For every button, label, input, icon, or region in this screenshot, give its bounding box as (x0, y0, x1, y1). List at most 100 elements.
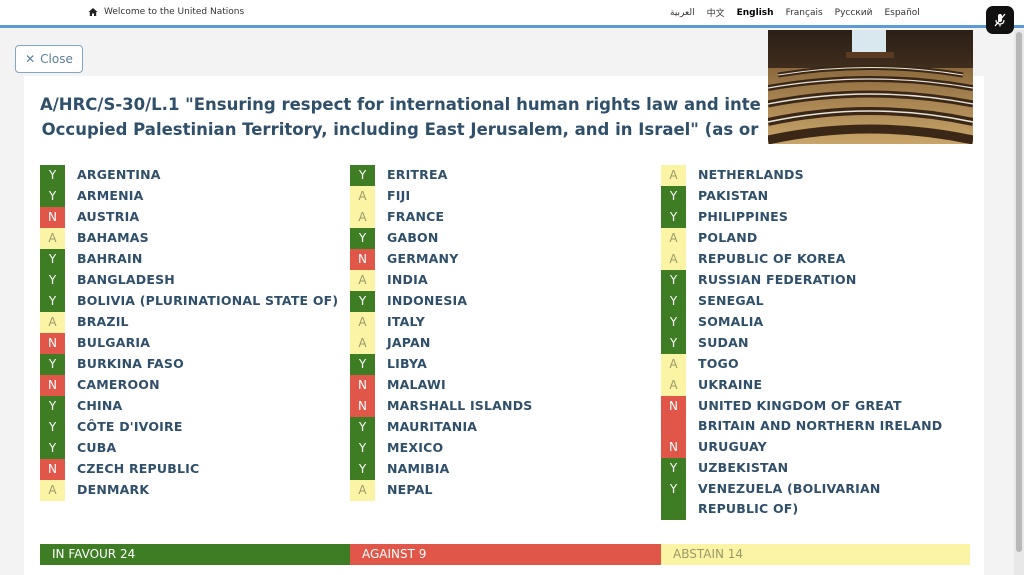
vote-row: Y BURKINA FASO (40, 354, 340, 375)
vote-row: N AUSTRIA (40, 207, 340, 228)
vote-badge: A (350, 312, 375, 333)
country-name: ERITREA (387, 167, 448, 182)
vote-row: Y MEXICO (350, 438, 650, 459)
close-label: Close (40, 52, 73, 66)
vote-badge: A (40, 480, 65, 501)
home-icon (88, 8, 98, 16)
vote-badge: Y (661, 270, 686, 291)
country-name: BANGLADESH (77, 272, 175, 287)
country-name: CÔTE D'IVOIRE (77, 419, 183, 434)
country-name: BULGARIA (77, 335, 151, 350)
lang-spanish[interactable]: Español (884, 7, 920, 18)
vote-row: Y CUBA (40, 438, 340, 459)
vote-badge: A (661, 228, 686, 249)
country-name: ITALY (387, 314, 425, 329)
vote-badge: A (661, 354, 686, 375)
vote-badge: N (661, 396, 686, 437)
vote-row: N UNITED KINGDOM OF GREAT BRITAIN AND NOR… (661, 396, 961, 437)
close-icon: ✕ (25, 52, 36, 66)
country-column-2: Y ERITREA A FIJI A FRANCE Y GABON N GERMANY A INDIA… (350, 165, 650, 501)
summary-in-favour: IN FAVOUR 24 (40, 544, 350, 565)
vote-row: Y BAHRAIN (40, 249, 340, 270)
lang-chinese[interactable]: 中文 (706, 9, 725, 19)
vote-row: Y UZBEKISTAN (661, 458, 961, 479)
vote-row: N URUGUAY (661, 437, 961, 458)
vote-row: A DENMARK (40, 480, 340, 501)
vote-row: A FIJI (350, 186, 650, 207)
vote-badge: A (350, 333, 375, 354)
vote-row: A NETHERLANDS (661, 165, 961, 186)
language-selector: العربية 中文 English Français Русский Espa… (670, 6, 920, 20)
country-name: CZECH REPUBLIC (77, 461, 200, 476)
vote-badge: Y (350, 459, 375, 480)
country-name: DENMARK (77, 482, 150, 497)
assembly-hall-image (768, 30, 973, 144)
welcome-link[interactable]: Welcome to the United Nations (88, 7, 244, 17)
resolution-title: A/HRC/S-30/L.1 "Ensuring respect for int… (40, 92, 760, 142)
vote-badge: Y (40, 417, 65, 438)
scrollbar[interactable] (1014, 30, 1024, 575)
video-overlay[interactable] (768, 30, 973, 144)
vote-row: Y PAKISTAN (661, 186, 961, 207)
vote-badge: Y (40, 291, 65, 312)
vote-row: Y CÔTE D'IVOIRE (40, 417, 340, 438)
country-name: MEXICO (387, 440, 444, 455)
mic-off-icon (994, 13, 1006, 27)
vote-row: Y INDONESIA (350, 291, 650, 312)
country-name: CHINA (77, 398, 123, 413)
country-name: MAURITANIA (387, 419, 478, 434)
vote-badge: N (40, 375, 65, 396)
vote-row: Y MAURITANIA (350, 417, 650, 438)
vote-row: A BRAZIL (40, 312, 340, 333)
vote-row: Y RUSSIAN FEDERATION (661, 270, 961, 291)
vote-badge: A (40, 228, 65, 249)
country-name: NETHERLANDS (698, 167, 804, 182)
vote-row: A REPUBLIC OF KOREA (661, 249, 961, 270)
results-panel (24, 76, 984, 575)
country-name: FIJI (387, 188, 411, 203)
vote-row: Y NAMIBIA (350, 459, 650, 480)
vote-row: N MARSHALL ISLANDS (350, 396, 650, 417)
vote-badge: A (350, 270, 375, 291)
vote-row: Y SOMALIA (661, 312, 961, 333)
vote-badge: N (350, 375, 375, 396)
country-name: JAPAN (387, 335, 431, 350)
scrollbar-thumb[interactable] (1016, 32, 1022, 552)
lang-arabic[interactable]: العربية (670, 7, 695, 18)
vote-badge: Y (350, 228, 375, 249)
lang-english[interactable]: English (736, 7, 774, 18)
country-name: URUGUAY (698, 439, 767, 454)
vote-badge: Y (40, 438, 65, 459)
vote-badge: A (661, 165, 686, 186)
country-name: INDIA (387, 272, 428, 287)
vote-row: A UKRAINE (661, 375, 961, 396)
country-name: PHILIPPINES (698, 209, 789, 224)
country-name: BOLIVIA (PLURINATIONAL STATE OF) (77, 293, 339, 308)
vote-row: A BAHAMAS (40, 228, 340, 249)
close-button[interactable]: ✕ Close (15, 45, 83, 73)
country-name: REPUBLIC OF KOREA (698, 251, 846, 266)
summary-abstain: ABSTAIN 14 (661, 544, 970, 565)
vote-row: N CZECH REPUBLIC (40, 459, 340, 480)
lang-french[interactable]: Français (785, 7, 823, 18)
vote-row: A POLAND (661, 228, 961, 249)
lang-russian[interactable]: Русский (834, 7, 873, 18)
country-name: TOGO (698, 356, 739, 371)
mic-mute-button[interactable] (986, 6, 1014, 34)
country-name: SENEGAL (698, 293, 764, 308)
vote-badge: A (661, 249, 686, 270)
vote-row: Y ERITREA (350, 165, 650, 186)
vote-badge: Y (40, 165, 65, 186)
vote-badge: Y (40, 186, 65, 207)
country-name: VENEZUELA (BOLIVARIAN REPUBLIC OF) (698, 481, 881, 516)
vote-badge: N (40, 459, 65, 480)
vote-badge: Y (350, 165, 375, 186)
vote-row: Y CHINA (40, 396, 340, 417)
country-name: BAHAMAS (77, 230, 149, 245)
vote-row: N GERMANY (350, 249, 650, 270)
country-name: BRAZIL (77, 314, 129, 329)
country-name: CAMEROON (77, 377, 160, 392)
country-name: CUBA (77, 440, 117, 455)
country-name: ARGENTINA (77, 167, 161, 182)
vote-row: Y GABON (350, 228, 650, 249)
